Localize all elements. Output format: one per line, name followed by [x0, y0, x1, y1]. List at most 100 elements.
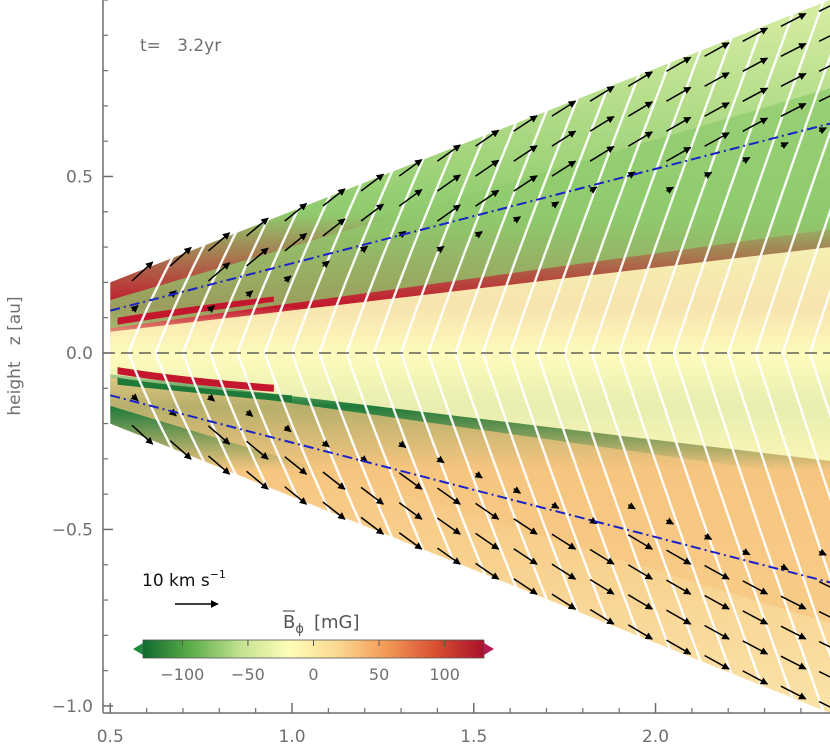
velocity-arrow [551, 160, 577, 177]
velocity-arrow [589, 548, 615, 565]
velocity-arrow [589, 608, 615, 625]
velocity-arrow [436, 174, 461, 192]
velocity-arrow [780, 42, 807, 57]
velocity-arrow [627, 502, 636, 510]
velocity-reference: 10 km s−1 [142, 568, 226, 608]
velocity-arrow [322, 471, 346, 490]
velocity-arrow [207, 232, 231, 252]
velocity-arrow [818, 65, 830, 73]
velocity-arrow [398, 158, 423, 177]
y-axis-label: height z [au] [5, 296, 25, 415]
velocity-arrow [818, 610, 830, 618]
y-tick-label: −1.0 [52, 697, 93, 717]
velocity-arrow [436, 517, 461, 535]
velocity-arrow [818, 95, 830, 103]
colorbar-label-main: B [283, 612, 295, 633]
velocity-arrow [284, 486, 308, 505]
velocity-arrow [513, 175, 538, 192]
velocity-arrow [627, 101, 653, 117]
velocity-arrow [818, 5, 830, 13]
velocity-arrow [818, 640, 830, 648]
velocity-arrow [780, 685, 807, 700]
velocity-arrow [627, 131, 653, 147]
colorbar-under-triangle [133, 643, 143, 655]
y-tick-label: 0.5 [66, 167, 93, 187]
velocity-arrow [703, 171, 713, 179]
velocity-arrow [704, 72, 730, 87]
velocity-arrow [475, 129, 500, 147]
velocity-arrow [551, 100, 577, 117]
velocity-arrow [780, 625, 807, 640]
disk-surface-line-lower [110, 394, 830, 584]
field-line [726, 53, 830, 659]
field-line [263, 171, 343, 538]
velocity-arrow [742, 580, 769, 595]
axes: 0.5 1.0 1.5 2.0 −1.0 −0.5 0.0 0.5 [52, 0, 830, 747]
current-sheet-lower [117, 367, 274, 392]
velocity-arrow [742, 610, 769, 625]
velocity-arrow [283, 424, 292, 433]
velocity-arrow [742, 548, 751, 556]
velocity-arrow [589, 85, 615, 102]
velocity-arrow [742, 117, 769, 132]
velocity-arrow [550, 501, 560, 510]
velocity-arrow [206, 305, 216, 313]
velocity-arrow [818, 548, 827, 556]
velocity-arrow [666, 86, 692, 102]
velocity-reference-label: 10 km s−1 [142, 568, 226, 591]
velocity-arrow [742, 57, 769, 72]
green-sheet-lower [117, 377, 293, 403]
velocity-arrow [245, 409, 254, 418]
velocity-arrow [818, 35, 830, 43]
velocity-arrow [513, 518, 538, 535]
y-tick-label: −0.5 [52, 520, 93, 540]
velocity-arrow [436, 547, 461, 565]
velocity-reference-exponent: −1 [210, 568, 226, 581]
velocity-arrow [742, 156, 751, 165]
velocity-arrow [704, 594, 730, 610]
velocity-arrow [475, 562, 500, 580]
field-band-midplane-upper [110, 242, 830, 353]
velocity-arrow [627, 594, 653, 610]
current-sheet-upper [117, 296, 274, 325]
velocity-arrow [742, 670, 769, 685]
velocity-arrow [780, 12, 807, 27]
velocity-arrow [245, 290, 254, 299]
field-line [154, 214, 222, 494]
velocity-arrow [666, 549, 692, 565]
velocity-arrow [284, 202, 308, 222]
velocity-arrow [130, 304, 139, 313]
colorbar-label-sub: ϕ [295, 622, 304, 637]
heatmap [103, 0, 830, 713]
field-line [781, 207, 830, 502]
velocity-arrow [818, 127, 827, 135]
velocity-arrow [513, 115, 538, 132]
velocity-reference-text: 10 km s [142, 571, 210, 591]
colorbar-tick-label: −100 [160, 665, 204, 684]
velocity-arrow [589, 145, 615, 162]
velocity-arrow [321, 439, 330, 448]
velocity-arrow [246, 470, 269, 490]
velocity-arrow [551, 533, 577, 550]
velocity-arrow [513, 548, 538, 565]
velocity-arrow [818, 670, 830, 678]
velocity-arrow [703, 532, 713, 541]
velocity-arrow [589, 115, 615, 132]
velocity-arrow [704, 42, 730, 57]
y-tick-label: 0.0 [66, 344, 93, 364]
colorbar-tick-label: 50 [369, 665, 389, 684]
velocity-arrow [666, 579, 692, 595]
velocity-arrow [398, 502, 423, 520]
velocity-arrows [130, 5, 830, 708]
velocity-arrow [131, 424, 154, 445]
velocity-arrow [665, 186, 675, 194]
velocity-arrow [627, 534, 653, 550]
velocity-arrow [550, 201, 560, 209]
velocity-arrow [360, 486, 385, 505]
velocity-arrow [475, 502, 500, 520]
velocity-arrow [704, 132, 730, 147]
colorbar: Bϕ [mG] −100 −50 0 50 100 [133, 610, 494, 684]
velocity-arrow [474, 230, 483, 239]
velocity-arrow [666, 609, 692, 625]
velocity-arrow [398, 188, 423, 207]
